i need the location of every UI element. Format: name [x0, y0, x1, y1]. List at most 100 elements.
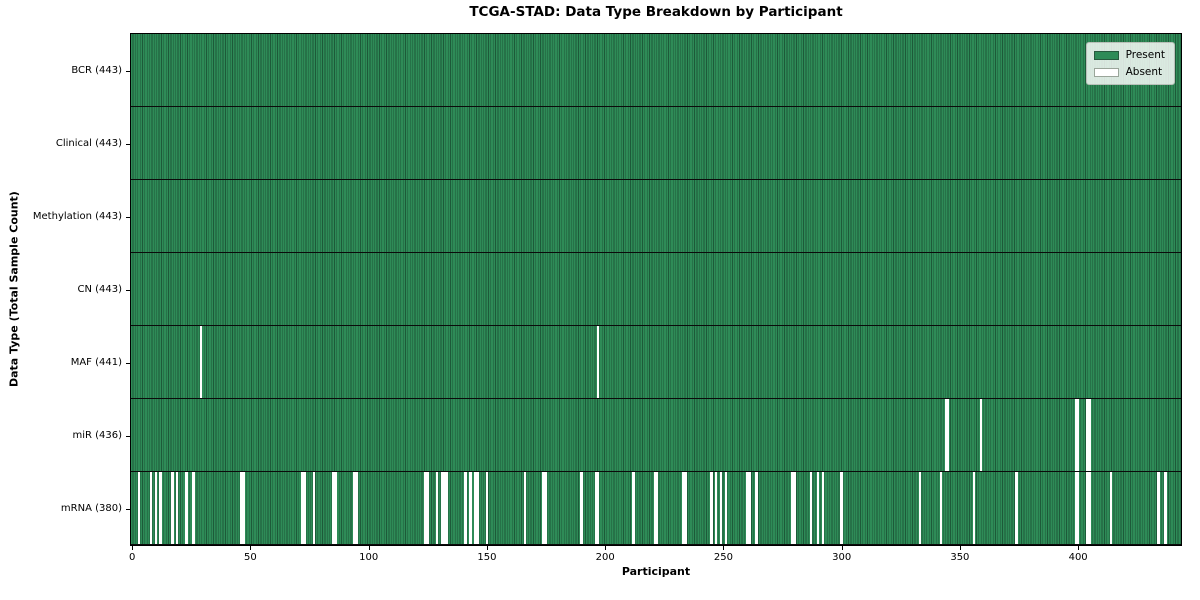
- absent-stripe: [1164, 472, 1167, 544]
- absent-stripe: [1015, 472, 1018, 544]
- absent-stripe: [303, 472, 306, 544]
- absent-stripe: [445, 472, 448, 544]
- absent-stripe: [436, 472, 439, 544]
- absent-stripe: [1110, 472, 1113, 544]
- y-tick-mark: [126, 435, 130, 437]
- x-tick-label: 50: [244, 552, 257, 563]
- row-mRNA: [131, 472, 1181, 545]
- absent-stripe: [332, 472, 335, 544]
- absent-stripe: [138, 472, 141, 544]
- legend-present-label: Present: [1125, 49, 1165, 61]
- y-tick-label-miR: miR (436): [72, 429, 122, 441]
- absent-stripe: [946, 399, 950, 471]
- row-miR: [131, 399, 1181, 472]
- legend-item-absent: Absent: [1093, 66, 1165, 78]
- legend: Present Absent: [1085, 42, 1175, 85]
- absent-stripe: [242, 472, 245, 544]
- absent-stripe: [653, 472, 656, 544]
- row-CN: [131, 253, 1181, 326]
- absent-stripe: [355, 472, 359, 544]
- absent-stripe: [1086, 472, 1089, 544]
- x-tick-mark: [132, 546, 134, 550]
- absent-stripe: [715, 472, 718, 544]
- absent-stripe: [748, 472, 751, 544]
- absent-stripe: [313, 472, 316, 544]
- absent-stripe: [918, 472, 921, 544]
- absent-stripe: [596, 472, 600, 544]
- y-tick-mark: [126, 216, 130, 218]
- absent-stripe: [199, 326, 202, 398]
- absent-stripe: [523, 472, 526, 544]
- x-tick-mark: [841, 546, 843, 550]
- absent-stripe: [816, 472, 820, 544]
- absent-stripe: [596, 326, 600, 398]
- absent-stripe: [544, 472, 548, 544]
- y-tick-mark: [126, 362, 130, 364]
- absent-stripe: [656, 472, 659, 544]
- absent-stripe: [473, 472, 477, 544]
- absent-swatch-icon: [1093, 67, 1119, 77]
- y-tick-label-MAF: MAF (441): [70, 356, 122, 368]
- row-MAF: [131, 326, 1181, 399]
- present-swatch-icon: [1093, 50, 1119, 60]
- absent-stripe: [239, 472, 243, 544]
- x-axis-label: Participant: [621, 565, 691, 578]
- x-tick-mark: [250, 546, 252, 550]
- plot-area: Present Absent: [130, 33, 1182, 546]
- chart-title: TCGA-STAD: Data Type Breakdown by Partic…: [469, 4, 843, 20]
- absent-stripe: [755, 472, 758, 544]
- absent-stripe: [594, 472, 597, 544]
- absent-stripe: [175, 472, 179, 544]
- y-tick-label-CN: CN (443): [77, 283, 122, 295]
- absent-stripe: [809, 472, 813, 544]
- absent-stripe: [426, 472, 429, 544]
- x-tick-label: 250: [713, 552, 733, 563]
- x-tick-label: 300: [832, 552, 852, 563]
- y-tick-mark: [126, 289, 130, 291]
- x-tick-mark: [723, 546, 725, 550]
- x-tick-mark: [605, 546, 607, 550]
- absent-stripe: [979, 399, 983, 471]
- absent-stripe: [1088, 399, 1092, 471]
- x-tick-label: 200: [595, 552, 615, 563]
- y-tick-label-BCR: BCR (443): [71, 64, 122, 76]
- x-tick-label: 150: [477, 552, 497, 563]
- absent-stripe: [171, 472, 174, 544]
- absent-stripe: [684, 472, 687, 544]
- x-tick-mark: [1078, 546, 1080, 550]
- absent-stripe: [424, 472, 427, 544]
- x-tick-mark: [486, 546, 488, 550]
- absent-stripe: [1086, 399, 1089, 471]
- absent-stripe: [724, 472, 727, 544]
- absent-stripe: [154, 472, 157, 544]
- y-tick-mark: [126, 70, 130, 72]
- y-tick-mark: [126, 508, 130, 510]
- absent-stripe: [790, 472, 794, 544]
- absent-stripe: [149, 472, 153, 544]
- x-tick-mark: [368, 546, 370, 550]
- x-tick-mark: [959, 546, 961, 550]
- absent-stripe: [1076, 472, 1080, 544]
- y-tick-label-Clinical: Clinical (443): [55, 137, 122, 149]
- absent-stripe: [710, 472, 713, 544]
- absent-stripe: [939, 472, 943, 544]
- absent-stripe: [440, 472, 444, 544]
- x-tick-label: 350: [950, 552, 970, 563]
- absent-stripe: [542, 472, 545, 544]
- legend-absent-label: Absent: [1125, 66, 1163, 78]
- row-Methylation: [131, 180, 1181, 253]
- absent-stripe: [464, 472, 467, 544]
- absent-stripe: [192, 472, 195, 544]
- absent-stripe: [793, 472, 796, 544]
- y-tick-label-Methylation: Methylation (443): [32, 210, 122, 222]
- absent-stripe: [159, 472, 162, 544]
- legend-item-present: Present: [1093, 49, 1165, 61]
- absent-stripe: [944, 399, 947, 471]
- x-tick-label: 400: [1068, 552, 1088, 563]
- absent-stripe: [682, 472, 685, 544]
- absent-stripe: [476, 472, 479, 544]
- x-tick-label: 0: [128, 552, 136, 563]
- absent-stripe: [580, 472, 583, 544]
- absent-stripe: [334, 472, 337, 544]
